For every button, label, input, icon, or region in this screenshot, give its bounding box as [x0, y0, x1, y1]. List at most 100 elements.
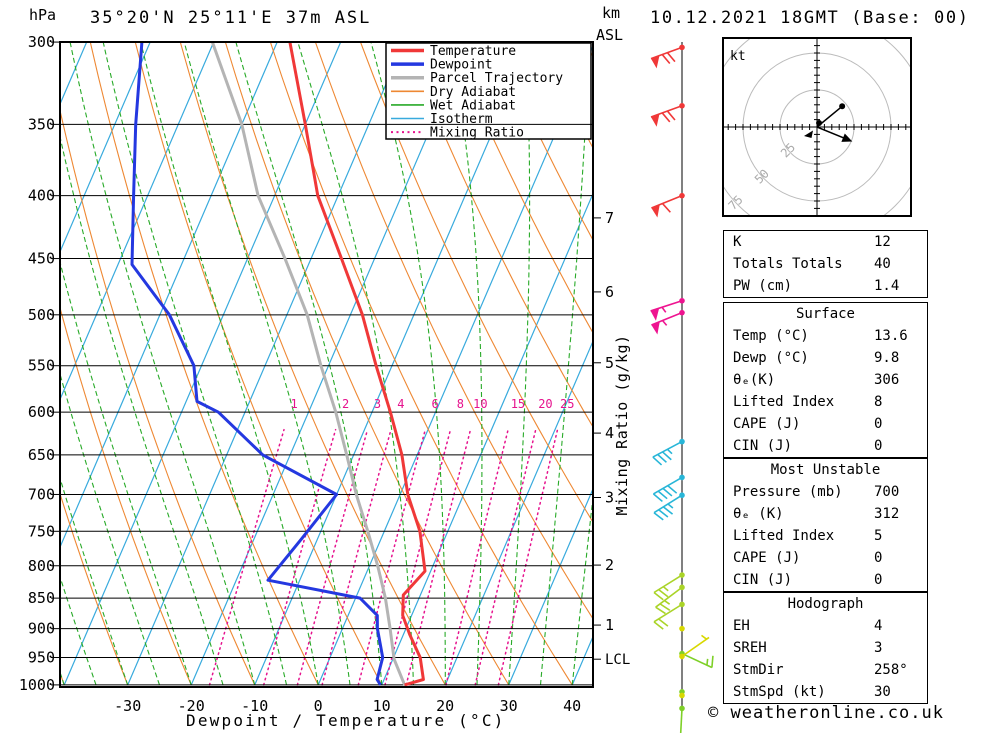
- km-tick-label: 7: [605, 209, 614, 227]
- stat-value: 8: [874, 394, 883, 410]
- stat-value: 306: [874, 372, 900, 388]
- temp-tick-label: 20: [436, 697, 454, 715]
- table-surface: Surface Temp (°C) 13.6 Dewp (°C) 9.8 θₑ(K) 306…: [723, 302, 928, 458]
- stat-label: Lifted Index: [733, 394, 835, 410]
- stat-value: 0: [874, 550, 883, 566]
- pressure-tick-label: 750: [28, 522, 55, 540]
- legend-label: Dewpoint: [430, 58, 493, 73]
- wind-barb: [653, 572, 685, 601]
- hodograph-origin-arrow: [804, 130, 813, 138]
- temp-tick-label: -30: [114, 697, 141, 715]
- wind-barb: [650, 297, 685, 321]
- pressure-tick-label: 700: [28, 485, 55, 503]
- mixing-ratio-value-label: 25: [560, 397, 574, 411]
- legend-label: Isotherm: [430, 112, 493, 127]
- stat-value: 12: [874, 234, 891, 250]
- wind-barb: [679, 650, 714, 669]
- table-row: CAPE (J) 0: [724, 547, 927, 569]
- stat-label: Dewp (°C): [733, 350, 809, 366]
- sounding-curves: [130, 42, 427, 687]
- pressure-tick-label: 550: [28, 357, 55, 375]
- table-row: CAPE (J) 0: [724, 413, 927, 435]
- table-row: Lifted Index 8: [724, 391, 927, 413]
- pressure-tick-label: 400: [28, 187, 55, 205]
- stat-value: 0: [874, 438, 883, 454]
- table-header: Hodograph: [787, 596, 864, 612]
- table-most-unstable: Most Unstable Pressure (mb) 700 θₑ (K) 312 Li…: [723, 458, 928, 592]
- mixing-ratio-lines: [208, 428, 559, 686]
- stat-value: 700: [874, 484, 900, 500]
- table-row: Lifted Index 5: [724, 525, 927, 547]
- stat-label: Temp (°C): [733, 328, 809, 344]
- stat-value: 258°: [874, 662, 908, 678]
- wind-barb: [655, 584, 685, 615]
- wind-barb: [650, 102, 685, 127]
- temperature-curve: [288, 42, 427, 687]
- pressure-tick-label: 600: [28, 403, 55, 421]
- table-row: Totals Totals 40: [724, 253, 927, 275]
- pressure-tick-label: 350: [28, 115, 55, 133]
- pressure-tick-label: 650: [28, 446, 55, 464]
- mixing-ratio-value-label: 4: [397, 397, 404, 411]
- km-tick-label: 2: [605, 556, 614, 574]
- stat-label: PW (cm): [733, 278, 793, 294]
- wind-barb: [679, 625, 685, 632]
- pressure-gridlines: [51, 41, 593, 686]
- stat-value: 9.8: [874, 350, 900, 366]
- datetime-label: 10.12.2021 18GMT (Base: 00): [650, 8, 970, 28]
- lcl-label: LCL: [605, 652, 630, 668]
- altitude-axis-unit-km: km: [602, 4, 621, 22]
- mixing-ratio-value-label: 1: [290, 397, 297, 411]
- legend-label: Wet Adiabat: [430, 98, 516, 113]
- table-row: θₑ(K) 306: [724, 369, 927, 391]
- page-title: 35°20'N 25°11'E 37m ASL: [90, 8, 372, 28]
- pressure-tick-label: 800: [28, 557, 55, 575]
- x-axis-label: Dewpoint / Temperature (°C): [186, 711, 506, 730]
- stat-value: 5: [874, 528, 883, 544]
- stat-label: Totals Totals: [733, 256, 843, 272]
- table-row: Temp (°C) 13.6: [724, 325, 927, 347]
- pressure-tick-label: 1000: [19, 676, 55, 694]
- pressure-tick-label: 900: [28, 620, 55, 638]
- copyright-text: © weatheronline.co.uk: [708, 703, 944, 723]
- stat-label: Lifted Index: [733, 528, 835, 544]
- km-tick-label: 6: [605, 283, 614, 301]
- stat-value: 0: [874, 572, 883, 588]
- stat-label: Pressure (mb): [733, 484, 843, 500]
- parcel-trajectory-curve: [210, 42, 406, 686]
- table-row: Pressure (mb) 700: [724, 481, 927, 503]
- stat-label: StmDir: [733, 662, 784, 678]
- pressure-tick-label: 450: [28, 250, 55, 268]
- mixing-ratio-axis-label: Mixing Ratio (g/kg): [613, 334, 631, 516]
- stat-value: 13.6: [874, 328, 908, 344]
- stat-value: 312: [874, 506, 900, 522]
- table-indices: K 12 Totals Totals 40 PW (cm) 1.4: [723, 230, 928, 298]
- legend-label: Temperature: [430, 44, 516, 59]
- table-header: Surface: [795, 306, 855, 322]
- pressure-tick-label: 300: [28, 33, 55, 51]
- wind-barb: [651, 309, 685, 335]
- stat-label: StmSpd (kt): [733, 684, 826, 700]
- table-row: CIN (J) 0: [724, 435, 927, 457]
- temp-tick-label: -10: [241, 697, 268, 715]
- table-row: StmSpd (kt) 30: [724, 681, 927, 703]
- stat-label: θₑ(K): [733, 372, 776, 388]
- km-tick-label: 5: [605, 354, 614, 372]
- wind-barb-column: [650, 42, 714, 733]
- legend-label: Dry Adiabat: [430, 85, 516, 100]
- temp-tick-label: 0: [314, 697, 323, 715]
- km-tick-label: 3: [605, 489, 614, 507]
- wind-barb: [650, 44, 685, 69]
- wind-barb: [651, 192, 685, 218]
- stat-label: CIN (J): [733, 438, 793, 454]
- stat-label: K: [733, 234, 742, 250]
- stat-value: 1.4: [874, 278, 900, 294]
- pressure-tick-label: 500: [28, 306, 55, 324]
- stat-value: 30: [874, 684, 891, 700]
- table-row: Dewp (°C) 9.8: [724, 347, 927, 369]
- table-header: Most Unstable: [770, 462, 881, 478]
- legend-label: Parcel Trajectory: [430, 71, 563, 86]
- km-tick-label: 1: [605, 616, 614, 634]
